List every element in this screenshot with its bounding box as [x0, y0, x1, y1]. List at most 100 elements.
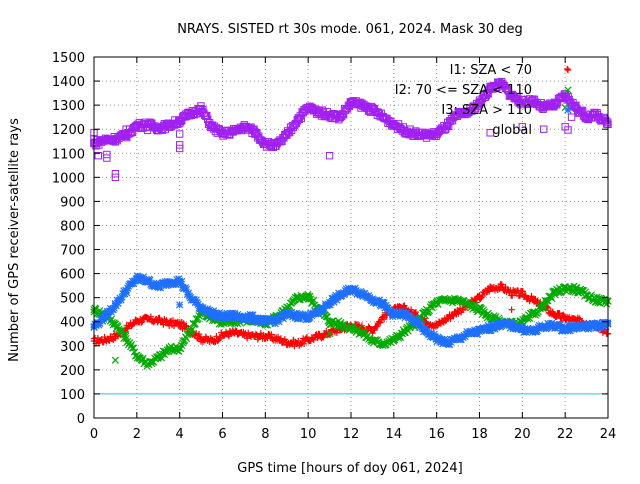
- outlier-point: [564, 65, 571, 73]
- data-point: [358, 322, 366, 329]
- data-point: [139, 273, 147, 281]
- data-point: [215, 309, 223, 317]
- y-tick-label: 400: [60, 316, 85, 331]
- data-point: [361, 289, 369, 298]
- data-point: [484, 321, 492, 330]
- data-point: [484, 90, 492, 98]
- data-point: [583, 320, 592, 328]
- y-tick-label: 600: [60, 268, 85, 283]
- y-tick-label: 200: [60, 364, 85, 379]
- legend-marker: [564, 66, 572, 74]
- legend-label: I1: SZA < 70: [450, 63, 532, 78]
- data-point: [380, 315, 388, 323]
- series-global: [90, 77, 612, 182]
- data-point: [533, 326, 541, 335]
- data-point: [509, 292, 516, 299]
- data-point: [359, 292, 367, 301]
- data-point: [193, 298, 201, 307]
- data-point: [374, 322, 381, 330]
- outlier-point: [540, 125, 548, 133]
- data-point: [483, 289, 490, 296]
- data-point: [508, 319, 516, 327]
- data-point: [430, 330, 438, 338]
- data-point: [576, 315, 583, 322]
- x-tick-label: 16: [428, 427, 445, 442]
- legend-item: I2: 70 <= SZA < 110: [395, 83, 572, 98]
- data-point: [216, 335, 223, 343]
- data-point: [572, 321, 580, 329]
- outlier-point: [176, 301, 184, 309]
- data-point: [598, 324, 606, 332]
- x-tick-label: 0: [90, 427, 98, 442]
- data-point: [477, 326, 486, 335]
- outlier-point: [175, 130, 184, 138]
- data-point: [275, 318, 283, 326]
- data-point: [455, 310, 462, 317]
- data-point: [146, 276, 154, 284]
- data-point: [540, 303, 548, 312]
- data-point: [337, 112, 346, 121]
- data-point: [300, 340, 308, 347]
- data-point: [271, 320, 279, 328]
- data-point: [477, 98, 486, 107]
- data-point: [579, 322, 588, 330]
- outlier-point: [154, 126, 162, 135]
- data-point: [310, 336, 317, 344]
- data-point: [580, 324, 589, 333]
- y-tick-label: 100: [60, 388, 85, 403]
- data-point: [365, 292, 373, 300]
- data-point: [97, 314, 105, 322]
- data-point: [192, 296, 200, 304]
- data-point: [401, 302, 408, 309]
- x-axis-label: GPS time [hours of doy 061, 2024]: [237, 461, 462, 476]
- x-tick-label: 2: [133, 427, 141, 442]
- data-point: [543, 324, 551, 332]
- data-point: [433, 322, 441, 329]
- data-point: [488, 321, 496, 329]
- data-point: [128, 344, 137, 352]
- data-point: [462, 330, 470, 338]
- data-point: [213, 310, 221, 318]
- data-point: [421, 324, 430, 332]
- y-tick-label: 1500: [52, 51, 85, 66]
- data-point: [371, 326, 378, 334]
- data-point: [301, 310, 309, 318]
- data-point: [291, 314, 300, 322]
- data-point: [545, 320, 553, 329]
- data-point: [549, 308, 556, 316]
- data-point: [479, 306, 487, 314]
- legend: I1: SZA < 70 I2: 70 <= SZA < 110 I3: SZA >…: [395, 63, 572, 138]
- data-point: [556, 320, 565, 329]
- outlier-point: [486, 129, 494, 137]
- data-point: [138, 318, 146, 325]
- outlier-point: [111, 170, 120, 178]
- data-point: [522, 328, 530, 336]
- data-point: [164, 319, 171, 326]
- data-point: [498, 322, 506, 330]
- series-layer: [90, 65, 612, 370]
- outlier-point: [103, 150, 111, 159]
- data-point: [442, 336, 450, 345]
- legend-item: I3: SZA > 110: [441, 103, 572, 118]
- legend-item: global: [492, 123, 572, 138]
- data-point: [499, 318, 508, 326]
- y-tick-label: 1000: [52, 171, 85, 186]
- outlier-point: [518, 123, 527, 131]
- legend-label: I3: SZA > 110: [441, 103, 532, 118]
- chart-title: NRAYS. SISTED rt 30s mode. 061, 2024. Ma…: [177, 22, 523, 37]
- y-tick-label: 900: [60, 195, 85, 210]
- data-point: [544, 304, 552, 312]
- data-point: [326, 301, 334, 309]
- data-point: [531, 296, 538, 304]
- legend-marker: [564, 106, 572, 114]
- data-point: [277, 335, 285, 342]
- outlier-point: [175, 141, 184, 149]
- data-point: [473, 330, 482, 338]
- data-point: [147, 313, 155, 320]
- data-point: [377, 319, 384, 326]
- data-point: [333, 329, 341, 336]
- data-point: [494, 318, 502, 326]
- series-i3: [90, 272, 612, 349]
- data-point: [407, 306, 415, 313]
